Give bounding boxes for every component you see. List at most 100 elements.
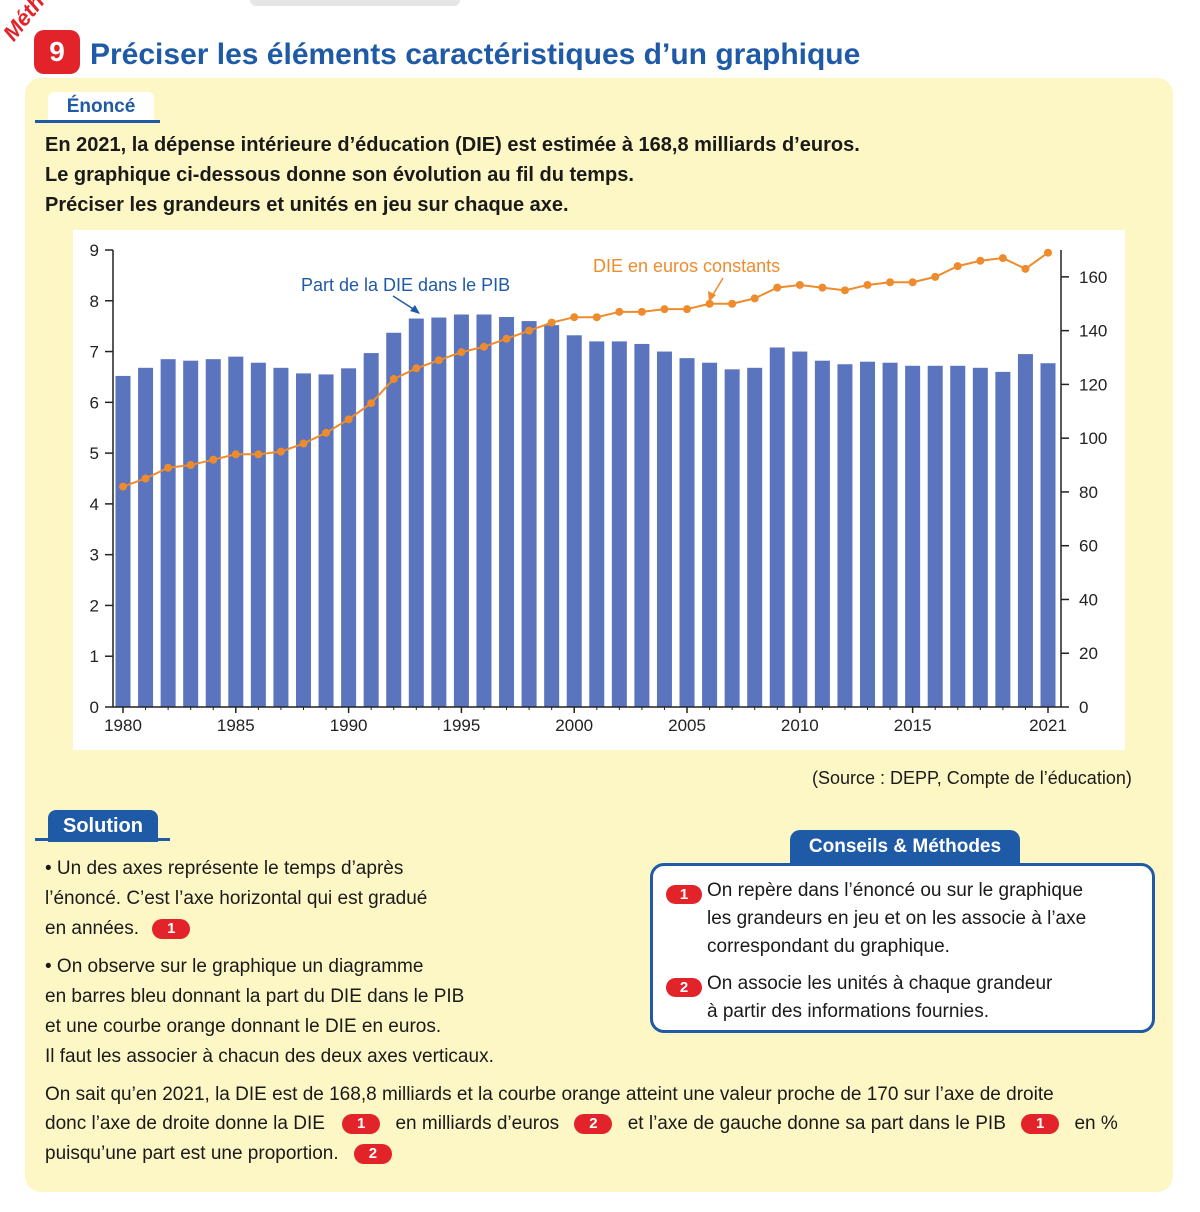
- bar-1994: [431, 317, 447, 707]
- solution-p3-line-1: On sait qu’en 2021, la DIE est de 168,8 …: [45, 1084, 1054, 1105]
- marker-2: 2: [574, 1113, 613, 1134]
- die-point-2010: [795, 280, 804, 289]
- method-number-badge: 9: [34, 30, 80, 74]
- top-shadow: [250, 0, 460, 6]
- enonce-line-2: Le graphique ci-dessous donne son évolut…: [45, 164, 634, 186]
- right-tick-label-80: 80: [1079, 483, 1098, 502]
- conseil-marker-2: 2: [666, 978, 702, 997]
- x-tick-label-1980: 1980: [104, 716, 142, 735]
- die-point-2012: [840, 286, 849, 295]
- left-tick-label-0: 0: [90, 698, 99, 717]
- conseil-2-line-1: On associe les unités à chaque grandeur: [707, 973, 1053, 994]
- die-point-1985: [231, 450, 240, 459]
- solution-p3-line-2: donc l’axe de droite donne la DIE 1 en m…: [45, 1113, 1118, 1134]
- die-point-1987: [276, 447, 285, 456]
- die-point-2021: [1044, 248, 1052, 257]
- die-point-2000: [570, 313, 579, 322]
- bar-1998: [521, 321, 537, 707]
- die-point-1993: [412, 364, 421, 373]
- marker-2: 2: [353, 1143, 392, 1164]
- die-point-1996: [479, 342, 488, 351]
- die-point-2006: [705, 299, 714, 308]
- die-point-1980: [119, 482, 127, 491]
- bar-1988: [295, 373, 311, 707]
- die-point-1983: [186, 461, 195, 470]
- die-point-2008: [750, 294, 759, 303]
- left-tick-label-6: 6: [90, 393, 99, 412]
- bar-1985: [228, 356, 244, 707]
- left-tick-label-8: 8: [90, 292, 99, 311]
- bar-2017: [950, 365, 966, 707]
- bar-1982: [160, 359, 176, 707]
- die-point-1988: [299, 439, 308, 448]
- right-tick-label-140: 140: [1079, 322, 1107, 341]
- solution-tab: Solution: [48, 810, 158, 842]
- bar-1980: [115, 375, 131, 707]
- bar-2016: [927, 365, 943, 707]
- conseil-1-line-2: les grandeurs en jeu et on les associe à…: [707, 908, 1087, 929]
- x-tick-label-2015: 2015: [894, 716, 932, 735]
- left-tick-label-1: 1: [90, 647, 99, 666]
- enonce-tab: Énoncé: [48, 92, 154, 122]
- bar-1996: [476, 314, 492, 707]
- die-point-2007: [728, 299, 737, 308]
- die-point-1998: [525, 326, 534, 335]
- conseil-marker-1: 1: [666, 885, 702, 904]
- x-tick-label-2021: 2021: [1029, 716, 1067, 735]
- chart-container: 0 1 2 3 4 5 6 7 8 9 0 20 40 60 80 100 120 140 160 1980 1985 1…: [73, 230, 1125, 750]
- solution-p1-line-2: l’énoncé. C’est l’axe horizontal qui est…: [45, 888, 428, 909]
- bar-1989: [318, 374, 334, 707]
- bar-1984: [205, 359, 221, 707]
- x-tick-label-1990: 1990: [330, 716, 368, 735]
- die-point-2018: [976, 256, 985, 265]
- die-point-2003: [637, 307, 646, 316]
- die-point-2014: [886, 278, 895, 287]
- right-tick-label-0: 0: [1079, 698, 1088, 717]
- left-tick-label-7: 7: [90, 343, 99, 362]
- die-point-1991: [367, 399, 376, 408]
- die-point-1997: [502, 334, 511, 343]
- die-point-2005: [683, 305, 692, 314]
- solution-p3-line-3: puisqu’une part est une proportion. 2: [45, 1143, 392, 1165]
- bar-2019: [995, 371, 1011, 707]
- marker-1: 1: [342, 1113, 381, 1134]
- bar-1981: [138, 367, 154, 707]
- die-point-2016: [931, 272, 940, 281]
- bar-2008: [747, 367, 763, 707]
- bar-1987: [273, 367, 289, 707]
- bar-2002: [611, 341, 627, 707]
- bar-2004: [656, 351, 672, 707]
- die-point-1994: [434, 356, 443, 365]
- bar-2010: [792, 351, 808, 707]
- bar-2009: [769, 347, 785, 707]
- right-tick-label-40: 40: [1079, 590, 1098, 609]
- bar-2001: [589, 341, 605, 707]
- bar-2005: [679, 358, 695, 707]
- right-tick-label-120: 120: [1079, 375, 1107, 394]
- solution-p2-line-3: et une courbe orange donnant le DIE en e…: [45, 1016, 442, 1037]
- annotation-part-arrowhead: [410, 305, 420, 314]
- bar-1991: [363, 353, 379, 707]
- die-point-1982: [164, 463, 173, 472]
- bar-2012: [837, 364, 853, 707]
- solution-p2-line-4: Il faut les associer à chacun des deux a…: [45, 1046, 494, 1067]
- bar-1990: [341, 368, 357, 707]
- enonce-line-3: Préciser les grandeurs et unités en jeu …: [45, 194, 569, 216]
- x-tick-label-1995: 1995: [443, 716, 481, 735]
- bar-1993: [408, 318, 424, 707]
- bar-2021: [1040, 363, 1056, 707]
- conseil-1-line-1: On repère dans l’énoncé ou sur le graphi…: [707, 880, 1084, 901]
- die-point-1986: [254, 450, 263, 459]
- bar-2000: [566, 335, 582, 707]
- left-tick-label-5: 5: [90, 444, 99, 463]
- solution-p2-line-1: • On observe sur le graphique un diagram…: [45, 956, 424, 977]
- bar-2011: [814, 360, 830, 707]
- bar-2020: [1017, 354, 1033, 707]
- die-point-2019: [998, 254, 1007, 263]
- conseil-1-line-3: correspondant du graphique.: [707, 936, 950, 957]
- left-tick-label-3: 3: [90, 546, 99, 565]
- die-point-1981: [141, 474, 150, 483]
- conseils-tab: Conseils & Méthodes: [790, 830, 1020, 864]
- right-tick-label-160: 160: [1079, 268, 1107, 287]
- die-point-2017: [953, 262, 962, 271]
